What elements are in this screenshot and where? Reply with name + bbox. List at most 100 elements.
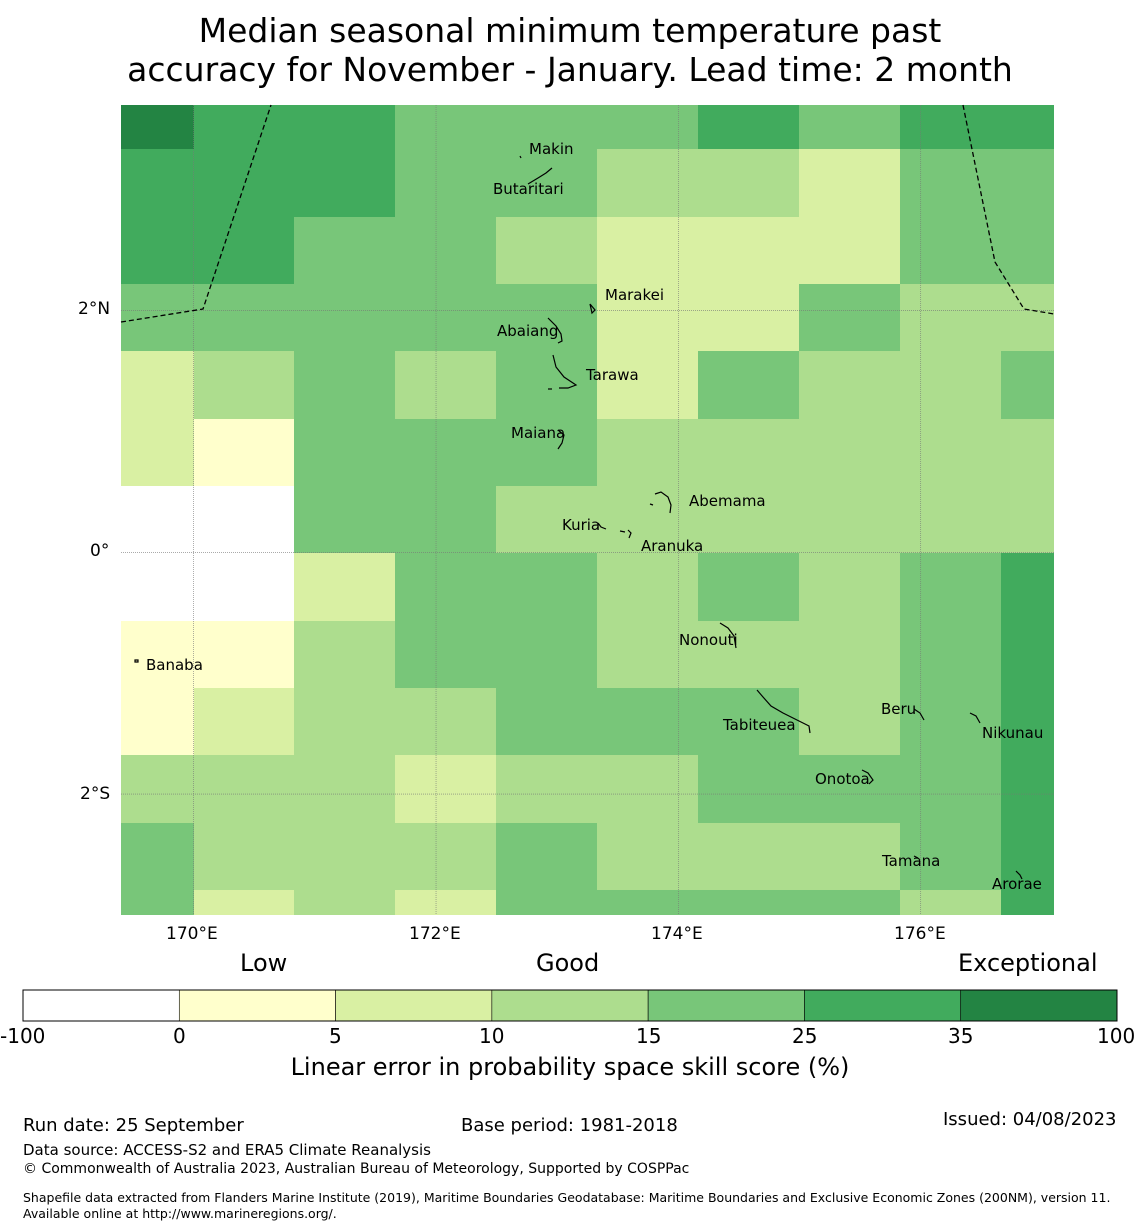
- grid-cell: [799, 688, 900, 755]
- grid-cell: [496, 823, 597, 890]
- issued-date: Issued: 04/08/2023: [943, 1109, 1117, 1130]
- grid-cell: [597, 217, 698, 284]
- grid-cell: [1001, 284, 1054, 351]
- grid-cell: [294, 755, 395, 823]
- island-label-maiana: Maiana: [511, 424, 566, 442]
- grid-cell: [496, 217, 597, 284]
- colorbar-axis-label: Linear error in probability space skill …: [290, 1053, 850, 1081]
- grid-cell: [294, 351, 395, 419]
- grid-cell: [194, 149, 294, 217]
- grid-cell: [194, 890, 294, 915]
- grid-cell: [597, 419, 698, 486]
- grid-cell: [1001, 621, 1054, 688]
- grid-cell: [294, 149, 395, 217]
- grid-cell: [496, 688, 597, 755]
- lon-label-172e: 172°E: [409, 924, 461, 944]
- grid-cell: [900, 486, 1001, 553]
- grid-cell: [698, 688, 799, 755]
- grid-cell: [597, 149, 698, 217]
- grid-cell: [698, 755, 799, 823]
- grid-cell: [698, 621, 799, 688]
- lon-label-176e: 176°E: [894, 924, 946, 944]
- grid-cell: [597, 105, 698, 149]
- grid-cell: [395, 755, 496, 823]
- grid-cell: [395, 688, 496, 755]
- grid-cell: [294, 217, 395, 284]
- island-label-abaiang: Abaiang: [497, 322, 559, 340]
- grid-cell: [395, 149, 496, 217]
- colorbar-swatch: [335, 989, 493, 1022]
- grid-cell: [496, 105, 597, 149]
- grid-cell: [294, 419, 395, 486]
- grid-cell: [121, 890, 194, 915]
- grid-cell: [294, 688, 395, 755]
- colorbar-tick-15: 15: [636, 1024, 662, 1048]
- grid-cell: [395, 486, 496, 553]
- grid-cell: [395, 284, 496, 351]
- colorbar-swatch: [178, 989, 336, 1022]
- grid-cell: [799, 217, 900, 284]
- grid-cell: [900, 149, 1001, 217]
- grid-cell: [121, 755, 194, 823]
- grid-cell: [496, 621, 597, 688]
- grid-cell: [597, 621, 698, 688]
- data-source: Data source: ACCESS-S2 and ERA5 Climate …: [23, 1141, 431, 1159]
- grid-cell: [698, 823, 799, 890]
- grid-cell: [900, 419, 1001, 486]
- grid-cell: [1001, 688, 1054, 755]
- colorbar-tick-100: 100: [1097, 1024, 1136, 1048]
- grid-cell: [194, 419, 294, 486]
- grid-cell: [597, 688, 698, 755]
- island-label-tamana: Tamana: [882, 852, 941, 870]
- grid-cell: [698, 890, 799, 915]
- colorbar-tick-5: 5: [329, 1024, 342, 1048]
- grid-cell: [1001, 351, 1054, 419]
- grid-cell: [1001, 486, 1054, 553]
- lat-label-2n: 2°N: [78, 299, 111, 319]
- colorbar-swatch: [804, 989, 962, 1022]
- grid-cell: [395, 351, 496, 419]
- grid-cell: [121, 553, 194, 621]
- grid-cell: [496, 284, 597, 351]
- grid-cell: [900, 284, 1001, 351]
- grid-cell: [496, 486, 597, 553]
- colorbar-tick-minus-100: -100: [0, 1024, 46, 1048]
- grid-cell: [496, 419, 597, 486]
- island-label-arorae: Arorae: [992, 875, 1042, 893]
- shapefile-credit: Shapefile data extracted from Flanders M…: [23, 1190, 1111, 1221]
- graticule: [121, 105, 1054, 915]
- grid-cell: [294, 890, 395, 915]
- grid-cell: [1001, 890, 1054, 915]
- island-label-butaritari: Butaritari: [493, 180, 564, 198]
- lat-label-2s: 2°S: [80, 784, 111, 804]
- copyright: © Commonwealth of Australia 2023, Austra…: [23, 1161, 690, 1177]
- grid-cell: [194, 755, 294, 823]
- grid-cell: [121, 621, 194, 688]
- grid-cell: [799, 105, 900, 149]
- grid-cell: [121, 351, 194, 419]
- grid-cell: [799, 553, 900, 621]
- colorbar-swatch: [491, 989, 649, 1022]
- run-date: Run date: 25 September: [23, 1115, 244, 1136]
- grid-cell: [1001, 755, 1054, 823]
- chart-title-line-1: Median seasonal minimum temperature past: [198, 11, 942, 50]
- colorbar: [22, 989, 1118, 1022]
- grid-cell: [395, 823, 496, 890]
- grid-cell: [294, 105, 395, 149]
- island-label-abemama: Abemama: [689, 492, 766, 510]
- grid-cell: [395, 217, 496, 284]
- grid-cell: [395, 419, 496, 486]
- grid-cell: [597, 755, 698, 823]
- grid-cell: [496, 351, 597, 419]
- grid-cell: [698, 351, 799, 419]
- grid-cell: [1001, 105, 1054, 149]
- island-label-tabiteuea: Tabiteuea: [723, 716, 796, 734]
- grid-cell: [395, 553, 496, 621]
- grid-cell: [194, 105, 294, 149]
- lon-label-174e: 174°E: [651, 924, 703, 944]
- grid-cell: [1001, 553, 1054, 621]
- grid-cell: [698, 553, 799, 621]
- colorbar-swatch: [22, 989, 180, 1022]
- grid-cell: [294, 284, 395, 351]
- island-label-aranuka: Aranuka: [641, 537, 704, 555]
